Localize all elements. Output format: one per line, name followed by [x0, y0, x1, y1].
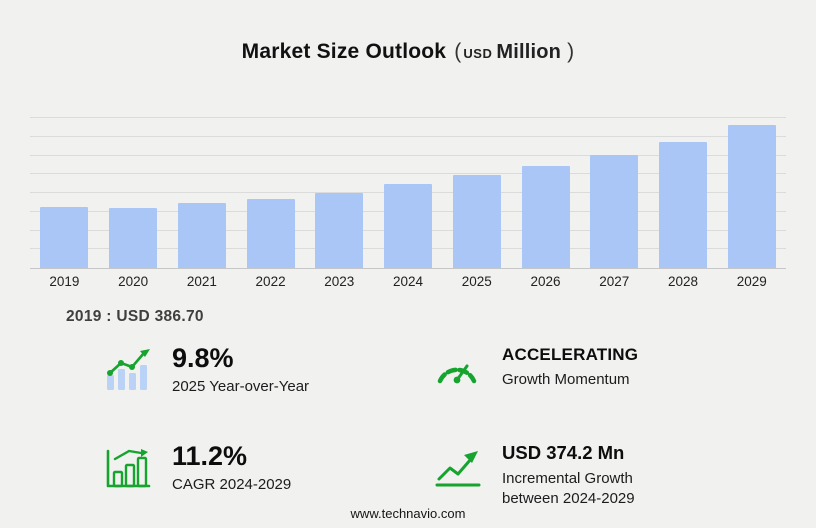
cagr-bar-chart-icon: [100, 442, 154, 492]
bar-2023: [315, 193, 364, 268]
bar-chart-plot-area: [30, 117, 786, 269]
bar-2025: [452, 175, 501, 268]
bar-slot: [649, 118, 718, 268]
bar-2028: [658, 142, 707, 268]
yoy-bars-trend-icon: [100, 344, 154, 394]
x-axis-label-2020: 2020: [118, 274, 149, 289]
x-axis-label-2024: 2024: [393, 274, 424, 289]
bar-slot: [305, 118, 374, 268]
baseline-value-note: 2019 : USD 386.70: [66, 308, 204, 325]
x-axis-label-2029: 2029: [736, 274, 767, 289]
incremental-growth-arrow-icon: [430, 442, 484, 492]
unit-word: Million: [496, 41, 562, 63]
stat-momentum-label: Growth Momentum: [502, 371, 630, 389]
stat-cagr-label: CAGR 2024-2029: [172, 475, 292, 493]
bar-2027: [590, 155, 639, 268]
x-axis-label-2019: 2019: [49, 274, 80, 289]
bar-slot: [167, 118, 236, 268]
stat-cagr: 11.2% CAGR 2024-2029: [100, 440, 430, 510]
paren-close: ): [567, 40, 575, 63]
stat-yoy-value: 9.8%: [172, 343, 234, 373]
bar-2026: [521, 166, 570, 268]
bar-slot: [99, 118, 168, 268]
bar-2029: [727, 125, 776, 268]
stat-incremental-growth: USD 374.2 Mn Incremental Growth between …: [430, 442, 750, 510]
bar-slot: [511, 118, 580, 268]
stat-cagr-value: 11.2%: [172, 440, 248, 471]
stat-cagr-text: 11.2% CAGR 2024-2029: [172, 440, 292, 496]
chart-title: Market Size Outlook (USD Million ): [0, 40, 816, 64]
bar-slot: [442, 118, 511, 268]
bar-2024: [384, 184, 433, 268]
bar-slot: [717, 118, 786, 268]
x-axis-labels: 2019 2020 2021 2022 2023 2024 2025 2026 2027 2028…: [30, 274, 786, 289]
paren-open: (: [454, 40, 462, 63]
stat-momentum: ACCELERATING Growth Momentum: [430, 344, 750, 398]
x-axis-label-2021: 2021: [186, 274, 217, 289]
bar-2019: [40, 207, 89, 268]
bar-series: [30, 118, 786, 268]
bar-slot: [30, 118, 99, 268]
stat-incremental-growth-text: USD 374.2 Mn Incremental Growth between …: [502, 442, 687, 510]
bar-slot: [580, 118, 649, 268]
bar-2020: [109, 208, 158, 268]
speedometer-icon: [430, 344, 484, 394]
gridline: [30, 135, 786, 137]
x-axis-label-2026: 2026: [530, 274, 561, 289]
bar-2021: [177, 203, 226, 268]
chart-title-unit: (USD Million ): [454, 40, 574, 63]
gridline: [30, 117, 786, 118]
website-url: www.technavio.com: [350, 506, 466, 521]
stat-yoy-text: 9.8% 2025 Year-over-Year: [172, 344, 309, 398]
x-axis-label-2027: 2027: [599, 274, 630, 289]
bar-slot: [374, 118, 443, 268]
bar-2022: [246, 199, 295, 268]
stat-incremental-growth-value: USD 374.2 Mn: [502, 441, 625, 463]
chart-title-text: Market Size Outlook: [241, 40, 447, 63]
stat-momentum-text: ACCELERATING Growth Momentum: [502, 344, 638, 391]
stat-yoy: 9.8% 2025 Year-over-Year: [100, 344, 430, 398]
gridline: [30, 154, 786, 156]
unit-currency: USD: [463, 46, 493, 61]
x-axis-label-2025: 2025: [461, 274, 492, 289]
stat-momentum-value: ACCELERATING: [502, 345, 639, 364]
x-axis-label-2028: 2028: [667, 274, 698, 289]
gridline: [30, 173, 786, 175]
stats-grid: 9.8% 2025 Year-over-Year ACCELERATING Gr…: [100, 344, 750, 509]
x-axis-label-2022: 2022: [255, 274, 286, 289]
stat-incremental-growth-label: Incremental Growth between 2024-2029: [502, 469, 635, 508]
stat-yoy-label: 2025 Year-over-Year: [172, 378, 310, 396]
bar-slot: [236, 118, 305, 268]
x-axis-label-2023: 2023: [324, 274, 355, 289]
